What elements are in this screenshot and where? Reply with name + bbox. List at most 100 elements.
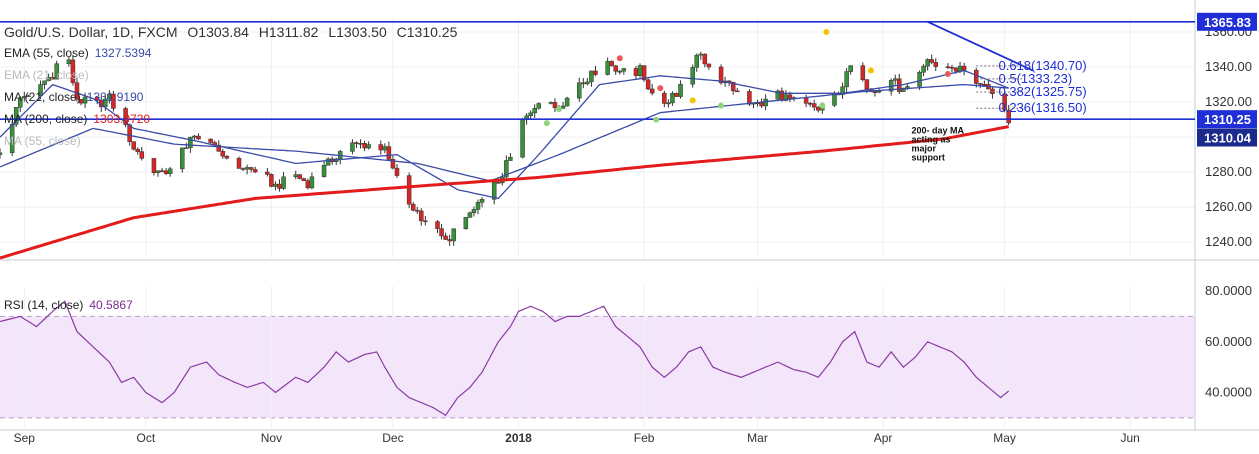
- candle-body: [860, 65, 866, 80]
- ohlc-close: C1310.25: [396, 24, 458, 40]
- candle-body: [180, 147, 185, 170]
- legend-ema55[interactable]: EMA (55, close) 1327.5394: [4, 46, 151, 60]
- candle-body: [38, 84, 43, 96]
- x-tick-label-8: May: [993, 431, 1016, 445]
- candle-body: [735, 90, 740, 93]
- candle-body: [252, 169, 258, 173]
- candle-body: [394, 167, 400, 176]
- x-tick-label-3: Dec: [382, 431, 403, 445]
- candle-body: [309, 176, 315, 189]
- candle-body: [504, 160, 509, 178]
- candle-body: [617, 70, 623, 73]
- signal-dot-0: [616, 55, 623, 62]
- candle-body: [1006, 109, 1011, 124]
- candle-body: [702, 53, 708, 65]
- ohlc-high: H1311.82: [258, 24, 319, 40]
- candle-body: [277, 183, 282, 189]
- candle-body: [633, 68, 639, 76]
- candle-body: [70, 59, 76, 83]
- legend-ma55[interactable]: MA (55, close): [4, 134, 81, 148]
- candle-body: [662, 92, 667, 104]
- candle-body: [953, 67, 959, 72]
- price-tag-2: 1310.04: [1204, 131, 1252, 146]
- price-tag-bg-0: [1197, 12, 1257, 31]
- candle-body: [54, 63, 59, 80]
- candle-body: [410, 203, 416, 211]
- candle-body: [670, 93, 675, 104]
- candle-body: [216, 144, 221, 152]
- chart-title-row: Gold/U.S. Dollar, 1D, FXCM O1303.84 H131…: [4, 24, 463, 40]
- rsi-legend[interactable]: RSI (14, close) 40.5867: [4, 298, 133, 312]
- signal-dot-8: [718, 102, 725, 109]
- candle-body: [759, 102, 764, 107]
- candle-body: [350, 142, 355, 152]
- legend-ma200-name: MA (200, close): [4, 112, 88, 126]
- candle-body: [585, 81, 590, 85]
- signal-dot-10: [944, 71, 951, 78]
- candle-body: [532, 107, 537, 114]
- signal-dot-3: [867, 67, 874, 74]
- candle-body: [220, 151, 226, 157]
- candles: [0, 51, 1011, 246]
- candle-body: [362, 143, 367, 149]
- rsi-y-tick-label-0: 80.0000: [1205, 283, 1252, 298]
- candle-body: [528, 112, 533, 116]
- candle-body: [548, 102, 554, 104]
- fib-label-2: 0.382(1325.75): [999, 84, 1087, 99]
- x-tick-label-0: Sep: [14, 431, 36, 445]
- candle-body: [443, 235, 448, 240]
- candle-body: [990, 88, 995, 95]
- candle-body: [718, 66, 724, 84]
- rsi-line: [0, 300, 1010, 417]
- candle-body: [423, 220, 428, 223]
- legend-ma21[interactable]: MA (21, close) 1331.9190: [4, 90, 143, 104]
- candle-body: [94, 96, 100, 101]
- candle-body: [382, 146, 388, 151]
- candle-body: [151, 158, 157, 173]
- candle-body: [248, 167, 254, 170]
- candle-body: [467, 212, 473, 218]
- candle-body: [471, 209, 477, 214]
- signal-dot-4: [689, 97, 696, 104]
- candle-body: [447, 239, 452, 242]
- signal-dot-7: [653, 116, 660, 123]
- candle-body: [974, 69, 979, 84]
- candle-body: [463, 217, 469, 229]
- candle-body: [690, 67, 695, 85]
- candle-body: [139, 151, 145, 159]
- signal-dot-2: [823, 29, 830, 36]
- signal-dot-5: [556, 106, 563, 113]
- legend-ema21[interactable]: EMA (21, close): [4, 68, 89, 82]
- candle-body: [593, 70, 598, 75]
- price-tag-bg-1: [1197, 110, 1257, 129]
- price-tag-0: 1365.83: [1204, 15, 1251, 30]
- candle-body: [982, 84, 987, 86]
- rsi-band: [0, 316, 1195, 418]
- candle-body: [22, 96, 27, 99]
- candle-body: [386, 146, 392, 160]
- candle-body: [957, 65, 963, 72]
- candle-body: [698, 53, 704, 56]
- candle-body: [354, 142, 359, 144]
- candle-body: [265, 171, 270, 175]
- candle-body: [694, 54, 699, 68]
- candle-body: [581, 82, 586, 85]
- candle-body: [605, 61, 610, 75]
- candle-body: [135, 149, 140, 152]
- candle-body: [451, 228, 456, 242]
- signal-dot-1: [657, 85, 664, 92]
- candle-body: [131, 141, 136, 150]
- candle-body: [763, 98, 768, 107]
- candle-body: [747, 91, 752, 105]
- legend-ma200[interactable]: MA (200, close) 1303.9720: [4, 112, 150, 126]
- x-tick-label-7: Apr: [874, 431, 893, 445]
- y-tick-label-4: 1280.00: [1205, 164, 1252, 179]
- candle-body: [111, 93, 116, 109]
- candle-body: [297, 174, 303, 179]
- candle-body: [479, 199, 485, 203]
- candle-body: [240, 168, 246, 170]
- candle-body: [536, 103, 542, 109]
- candle-body: [1002, 93, 1007, 111]
- rsi-y-tick-label-2: 40.0000: [1205, 385, 1252, 400]
